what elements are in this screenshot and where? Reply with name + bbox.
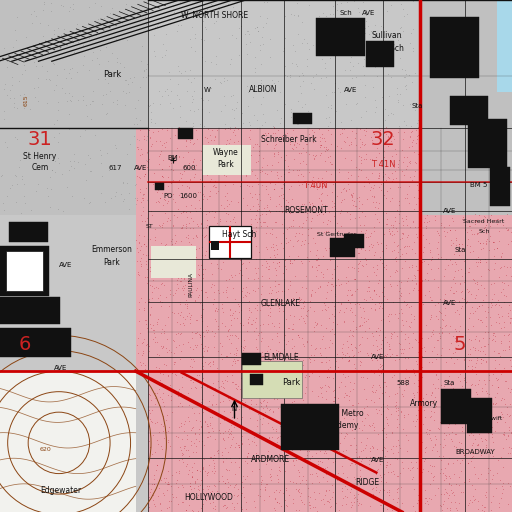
Text: Sta: Sta <box>444 380 455 386</box>
Text: 31: 31 <box>28 130 52 149</box>
FancyBboxPatch shape <box>490 167 510 206</box>
Text: Schreiber Park: Schreiber Park <box>262 135 317 144</box>
Text: AVE: AVE <box>362 10 375 16</box>
FancyBboxPatch shape <box>136 128 148 371</box>
Text: 615: 615 <box>24 94 29 105</box>
Text: Senn Metro: Senn Metro <box>320 409 364 418</box>
Text: AVE: AVE <box>59 262 72 268</box>
Text: Swift: Swift <box>488 416 503 421</box>
Text: PO: PO <box>163 193 173 199</box>
Text: N: N <box>232 406 237 412</box>
FancyBboxPatch shape <box>450 96 488 125</box>
FancyBboxPatch shape <box>148 0 435 128</box>
Text: Park: Park <box>103 70 122 79</box>
Text: Sch: Sch <box>339 10 352 16</box>
FancyBboxPatch shape <box>155 183 164 190</box>
Text: GLENLAKE: GLENLAKE <box>261 298 301 308</box>
FancyBboxPatch shape <box>211 241 219 250</box>
Text: BM: BM <box>168 155 178 161</box>
Text: 6: 6 <box>18 334 31 354</box>
Text: ST: ST <box>145 224 154 229</box>
Text: Sullivan: Sullivan <box>371 31 402 40</box>
Text: Wayne: Wayne <box>212 148 238 157</box>
Text: St Henry: St Henry <box>24 152 56 161</box>
Text: ARDMORE: ARDMORE <box>251 455 290 464</box>
Text: AVE: AVE <box>443 208 456 214</box>
FancyBboxPatch shape <box>209 226 251 258</box>
Text: Cem: Cem <box>31 163 49 173</box>
Text: ELMDALE: ELMDALE <box>263 353 298 362</box>
FancyBboxPatch shape <box>441 389 471 424</box>
FancyBboxPatch shape <box>202 145 251 175</box>
Text: 588: 588 <box>397 380 410 386</box>
Text: BM 5: BM 5 <box>470 182 487 188</box>
FancyBboxPatch shape <box>366 41 394 67</box>
FancyBboxPatch shape <box>178 128 193 139</box>
Text: HOLLYWOOD: HOLLYWOOD <box>184 493 233 502</box>
Text: Edgewater: Edgewater <box>40 486 81 495</box>
FancyBboxPatch shape <box>281 404 339 450</box>
FancyBboxPatch shape <box>242 361 302 398</box>
FancyBboxPatch shape <box>467 398 492 433</box>
Text: T 40N: T 40N <box>303 181 327 190</box>
FancyBboxPatch shape <box>0 246 49 296</box>
FancyBboxPatch shape <box>250 374 263 385</box>
FancyBboxPatch shape <box>6 251 43 291</box>
Text: Park: Park <box>282 378 300 388</box>
FancyBboxPatch shape <box>420 0 512 215</box>
Text: AVE: AVE <box>443 300 456 306</box>
FancyBboxPatch shape <box>9 222 48 242</box>
Text: Sta: Sta <box>454 247 465 253</box>
Text: T 41N: T 41N <box>371 160 395 169</box>
FancyBboxPatch shape <box>242 353 261 365</box>
FancyBboxPatch shape <box>148 128 420 371</box>
Text: Emmerson: Emmerson <box>91 245 132 254</box>
FancyBboxPatch shape <box>344 234 364 248</box>
Text: Sch: Sch <box>331 242 343 247</box>
Text: 617: 617 <box>109 165 122 171</box>
Text: Park: Park <box>217 160 233 169</box>
Text: ROSEMONT: ROSEMONT <box>284 206 328 216</box>
FancyBboxPatch shape <box>430 17 479 78</box>
FancyBboxPatch shape <box>0 328 71 357</box>
FancyBboxPatch shape <box>330 238 355 257</box>
FancyBboxPatch shape <box>468 119 507 168</box>
FancyBboxPatch shape <box>420 215 512 512</box>
FancyBboxPatch shape <box>316 18 365 56</box>
Text: AVE: AVE <box>371 354 385 360</box>
Text: AVE: AVE <box>134 165 147 171</box>
FancyBboxPatch shape <box>0 371 136 512</box>
Text: 620: 620 <box>39 447 51 452</box>
Text: St Gertrudes: St Gertrudes <box>317 232 357 237</box>
Text: 600: 600 <box>183 165 196 171</box>
Text: Armory: Armory <box>410 399 438 408</box>
Text: 5: 5 <box>454 334 466 354</box>
Text: Academy: Academy <box>324 421 360 431</box>
Text: Sch: Sch <box>478 229 489 234</box>
Text: 615: 615 <box>44 344 57 350</box>
Text: 32: 32 <box>371 130 395 149</box>
Text: PAULINA: PAULINA <box>188 272 193 296</box>
Text: High Sch: High Sch <box>370 44 403 53</box>
FancyBboxPatch shape <box>0 297 60 324</box>
Text: W: W <box>204 87 211 93</box>
FancyBboxPatch shape <box>0 0 148 215</box>
Text: Hayt Sch: Hayt Sch <box>223 230 257 239</box>
Text: AVE: AVE <box>344 87 357 93</box>
Text: RIDGE: RIDGE <box>355 478 380 487</box>
Text: W. NORTH SHORE: W. NORTH SHORE <box>181 11 249 20</box>
Text: Park: Park <box>103 258 120 267</box>
FancyBboxPatch shape <box>151 246 196 278</box>
Text: AVE: AVE <box>54 365 67 371</box>
Text: Sacred Heart: Sacred Heart <box>463 219 504 224</box>
Text: 1600: 1600 <box>179 193 198 199</box>
Text: Sta: Sta <box>412 103 423 110</box>
FancyBboxPatch shape <box>148 371 420 512</box>
Text: AVE: AVE <box>371 457 385 463</box>
FancyBboxPatch shape <box>497 0 512 92</box>
Text: BROADWAY: BROADWAY <box>455 449 495 455</box>
FancyBboxPatch shape <box>293 113 312 124</box>
Text: ALBION: ALBION <box>249 85 278 94</box>
